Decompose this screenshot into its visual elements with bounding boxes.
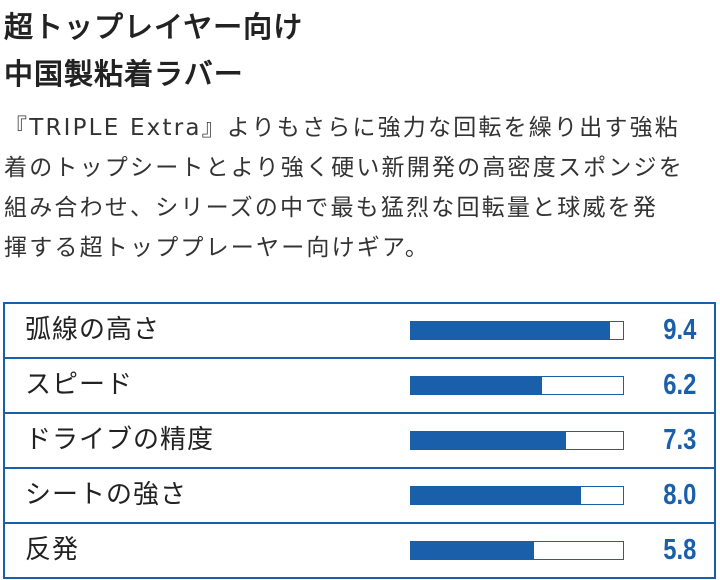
rating-bar-fill xyxy=(411,432,566,449)
rating-bar-fill xyxy=(411,377,543,394)
product-description: 『TRIPLE Extra』よりもさらに強力な回転を繰り出す強粘 着のトップシー… xyxy=(4,108,718,268)
rating-row-sheet-strength: シートの強さ 8.0 xyxy=(5,469,714,524)
description-line: 『TRIPLE Extra』よりもさらに強力な回転を繰り出す強粘 xyxy=(4,115,680,141)
rating-bar-fill xyxy=(411,487,581,504)
rating-value: 8.0 xyxy=(662,479,696,511)
ratings-table: 弧線の高さ 9.4 スピード 6.2 ドライブの精度 7.3 シートの強さ 8.… xyxy=(3,302,716,579)
rating-value: 5.8 xyxy=(662,534,696,566)
heading-line-2: 中国製粘着ラバー xyxy=(4,57,244,91)
rating-bar xyxy=(410,321,624,340)
rating-value: 7.3 xyxy=(662,424,696,456)
rating-bar xyxy=(410,376,624,395)
rating-label: 弧線の高さ xyxy=(25,315,161,345)
rating-row-arc-height: 弧線の高さ 9.4 xyxy=(5,304,714,359)
product-heading: 超トップレイヤー向け 中国製粘着ラバー xyxy=(4,4,303,98)
rating-bar-fill xyxy=(411,322,611,339)
rating-row-drive-accuracy: ドライブの精度 7.3 xyxy=(5,414,714,469)
rating-bar xyxy=(410,541,624,560)
rating-value: 6.2 xyxy=(662,369,696,401)
description-line: 着のトップシートとより強く硬い新開発の高密度スポンジを xyxy=(4,155,684,181)
rating-label: スピード xyxy=(25,370,134,400)
rating-bar xyxy=(410,486,624,505)
rating-label: シートの強さ xyxy=(25,480,188,510)
rating-value: 9.4 xyxy=(662,314,696,346)
description-line: 揮する超トッププレーヤー向けギア。 xyxy=(4,235,431,261)
rating-bar xyxy=(410,431,624,450)
heading-line-1: 超トップレイヤー向け xyxy=(4,10,304,44)
rating-row-rebound: 反発 5.8 xyxy=(5,524,714,577)
description-line: 組み合わせ、シリーズの中で最も猛烈な回転量と球威を発 xyxy=(4,195,659,221)
rating-row-speed: スピード 6.2 xyxy=(5,359,714,414)
rating-label: ドライブの精度 xyxy=(25,425,215,455)
rating-bar-fill xyxy=(411,542,534,559)
rating-label: 反発 xyxy=(25,535,80,565)
